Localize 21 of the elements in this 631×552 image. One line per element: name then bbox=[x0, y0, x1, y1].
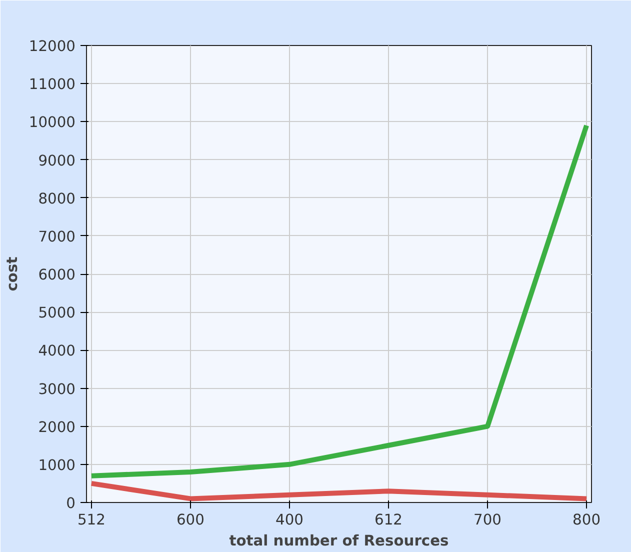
y-tick-label: 6000 bbox=[38, 266, 76, 284]
y-tick-label: 2000 bbox=[38, 418, 76, 436]
y-tick-label: 8000 bbox=[38, 190, 76, 208]
y-tick-label: 0 bbox=[66, 495, 76, 512]
y-tick-label: 1000 bbox=[38, 456, 76, 474]
y-tick-label: 11000 bbox=[28, 76, 76, 94]
x-tick-label: 700 bbox=[474, 512, 502, 528]
x-tick-label: 512 bbox=[77, 512, 106, 528]
y-tick-label: 12000 bbox=[28, 38, 76, 55]
y-axis-title: cost bbox=[4, 256, 21, 292]
y-tick-label: 4000 bbox=[38, 342, 76, 360]
x-tick-label: 612 bbox=[374, 512, 403, 528]
x-tick-label: 400 bbox=[276, 512, 304, 528]
y-tick-label: 10000 bbox=[28, 114, 76, 132]
x-tick-label: 800 bbox=[572, 512, 601, 528]
y-tick-label: 7000 bbox=[38, 228, 76, 246]
x-tick-label: 600 bbox=[176, 512, 204, 528]
x-axis-title: total number of Resources bbox=[229, 532, 450, 550]
y-tick-label: 3000 bbox=[38, 380, 76, 398]
y-tick-label: 9000 bbox=[38, 152, 76, 170]
y-tick-label: 5000 bbox=[38, 304, 76, 322]
